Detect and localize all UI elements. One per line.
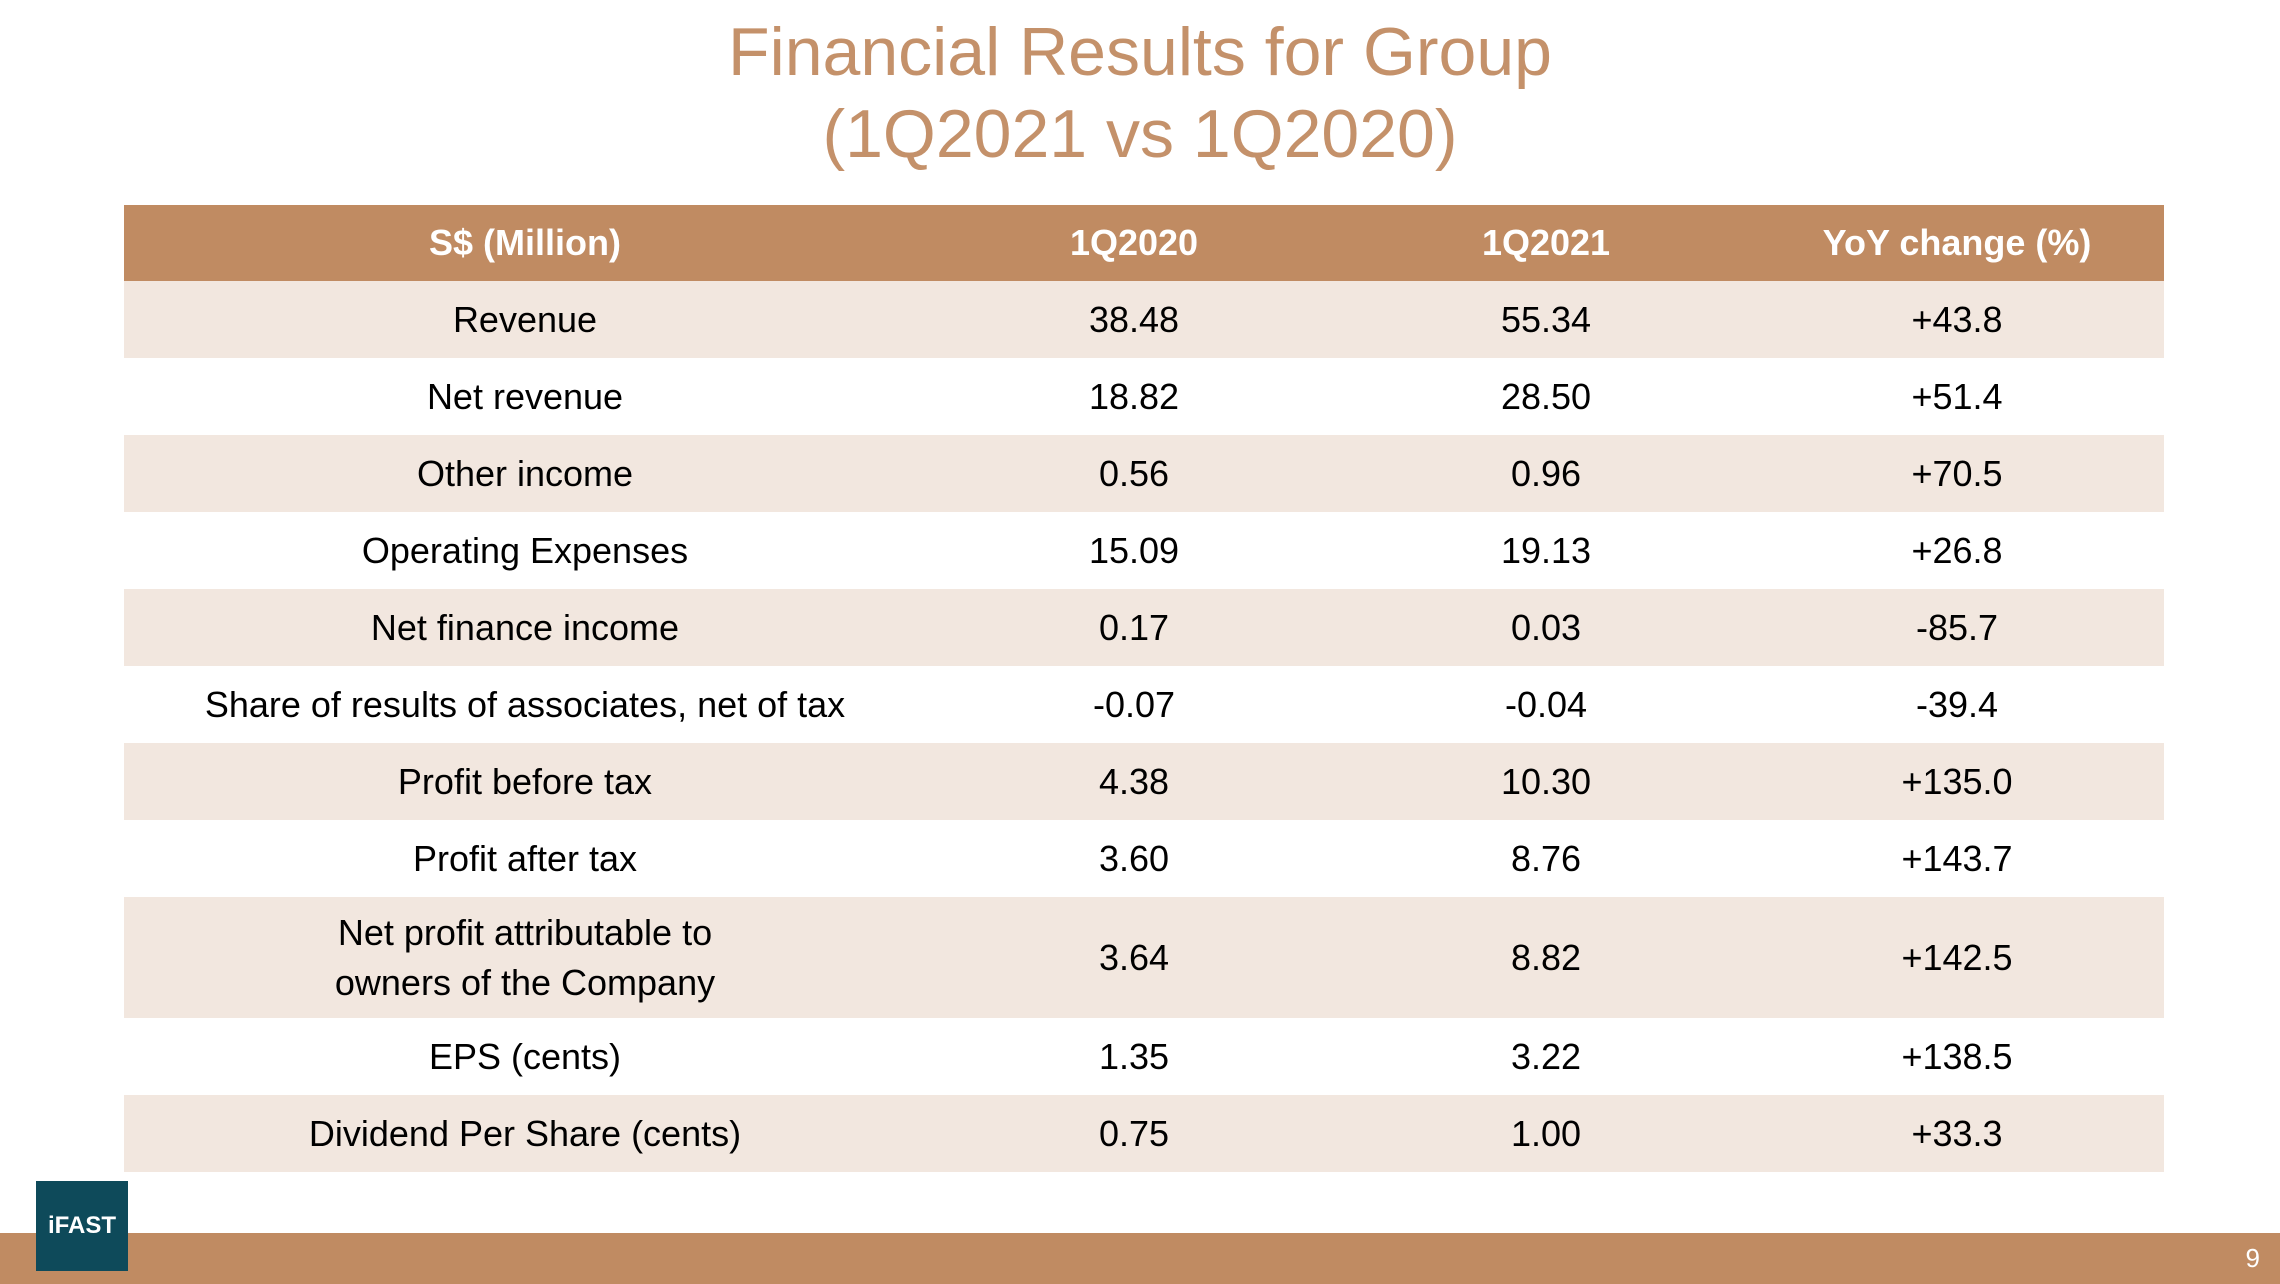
- table-row: Net finance income 0.17 0.03 -85.7: [124, 589, 2164, 666]
- cell-value: +70.5: [1750, 435, 2164, 512]
- cell-value: -39.4: [1915, 683, 1999, 725]
- cell-value: 15.09: [1088, 529, 1180, 571]
- cell-value: 0.75: [926, 1095, 1342, 1172]
- row-label: Share of results of associates, net of t…: [204, 683, 846, 725]
- table-row: Operating Expenses 15.09 19.13 +26.8: [124, 512, 2164, 589]
- cell-value: 0.56: [926, 435, 1342, 512]
- column-header: 1Q2021: [1342, 205, 1750, 281]
- cell-value: +138.5: [1901, 1035, 2013, 1077]
- row-label: Net finance income: [124, 589, 926, 666]
- cell-value: 3.60: [1098, 837, 1170, 879]
- logo: iFAST: [36, 1181, 128, 1271]
- row-label: Profit before tax: [124, 743, 926, 820]
- cell-value: +33.3: [1750, 1095, 2164, 1172]
- header-row: S$ (Million) 1Q2020 1Q2021 YoY change (%): [124, 205, 2164, 281]
- cell-value: +26.8: [1911, 529, 2003, 571]
- table-row: Profit before tax 4.38 10.30 +135.0: [124, 743, 2164, 820]
- results-table: S$ (Million) 1Q2020 1Q2021 YoY change (%) R…: [124, 205, 2164, 1172]
- row-label: Dividend Per Share (cents): [124, 1095, 926, 1172]
- title-line: (1Q2021 vs 1Q2020): [822, 96, 1458, 172]
- cell-value: 10.30: [1342, 743, 1750, 820]
- title-line: Financial Results for Group: [728, 14, 1552, 90]
- row-label: Revenue: [124, 281, 926, 358]
- cell-value: -0.04: [1504, 683, 1588, 725]
- cell-value: 55.34: [1342, 281, 1750, 358]
- cell-value: 8.76: [1510, 837, 1582, 879]
- cell-value: 4.38: [926, 743, 1342, 820]
- cell-value: 38.48: [926, 281, 1342, 358]
- row-label: Profit after tax: [412, 837, 638, 879]
- cell-value: 3.22: [1510, 1035, 1582, 1077]
- row-label: EPS (cents): [428, 1035, 622, 1077]
- cell-value: 0.17: [926, 589, 1342, 666]
- cell-value: +143.7: [1901, 837, 2013, 879]
- cell-value: +51.4: [1911, 375, 2003, 417]
- cell-value: +135.0: [1750, 743, 2164, 820]
- cell-value: 28.50: [1500, 375, 1592, 417]
- cell-value: 1.00: [1342, 1095, 1750, 1172]
- column-header: S$ (Million): [124, 205, 926, 281]
- footer-bar: [0, 1233, 2280, 1284]
- table-row: Profit after tax 3.60 8.76 +143.7: [124, 820, 2164, 897]
- table-row: Share of results of associates, net of t…: [124, 666, 2164, 743]
- table-row: Other income 0.56 0.96 +70.5: [124, 435, 2164, 512]
- table-row: Net profit attributable to owners of the…: [124, 897, 2164, 1018]
- cell-value: 19.13: [1500, 529, 1592, 571]
- cell-value: -0.07: [1092, 683, 1176, 725]
- table-row: Revenue 38.48 55.34 +43.8: [124, 281, 2164, 358]
- row-label: Net revenue: [426, 375, 624, 417]
- cell-value: +142.5: [1750, 897, 2164, 1018]
- page-number: 9: [2245, 1243, 2260, 1273]
- row-label: Operating Expenses: [361, 529, 689, 571]
- column-header: 1Q2020: [926, 205, 1342, 281]
- cell-value: 1.35: [1098, 1035, 1170, 1077]
- table-row: Dividend Per Share (cents) 0.75 1.00 +33.3: [124, 1095, 2164, 1172]
- cell-value: +43.8: [1750, 281, 2164, 358]
- table-row: EPS (cents) 1.35 3.22 +138.5: [124, 1018, 2164, 1095]
- cell-value: -85.7: [1750, 589, 2164, 666]
- cell-value: 18.82: [1088, 375, 1180, 417]
- table-row: Net revenue 18.82 28.50 +51.4: [124, 358, 2164, 435]
- cell-value: 0.03: [1342, 589, 1750, 666]
- cell-value: 0.96: [1342, 435, 1750, 512]
- cell-value: 3.64: [926, 897, 1342, 1018]
- row-label: Other income: [124, 435, 926, 512]
- row-label: Net profit attributable to owners of the…: [124, 897, 926, 1018]
- cell-value: 8.82: [1342, 897, 1750, 1018]
- column-header: YoY change (%): [1750, 205, 2164, 281]
